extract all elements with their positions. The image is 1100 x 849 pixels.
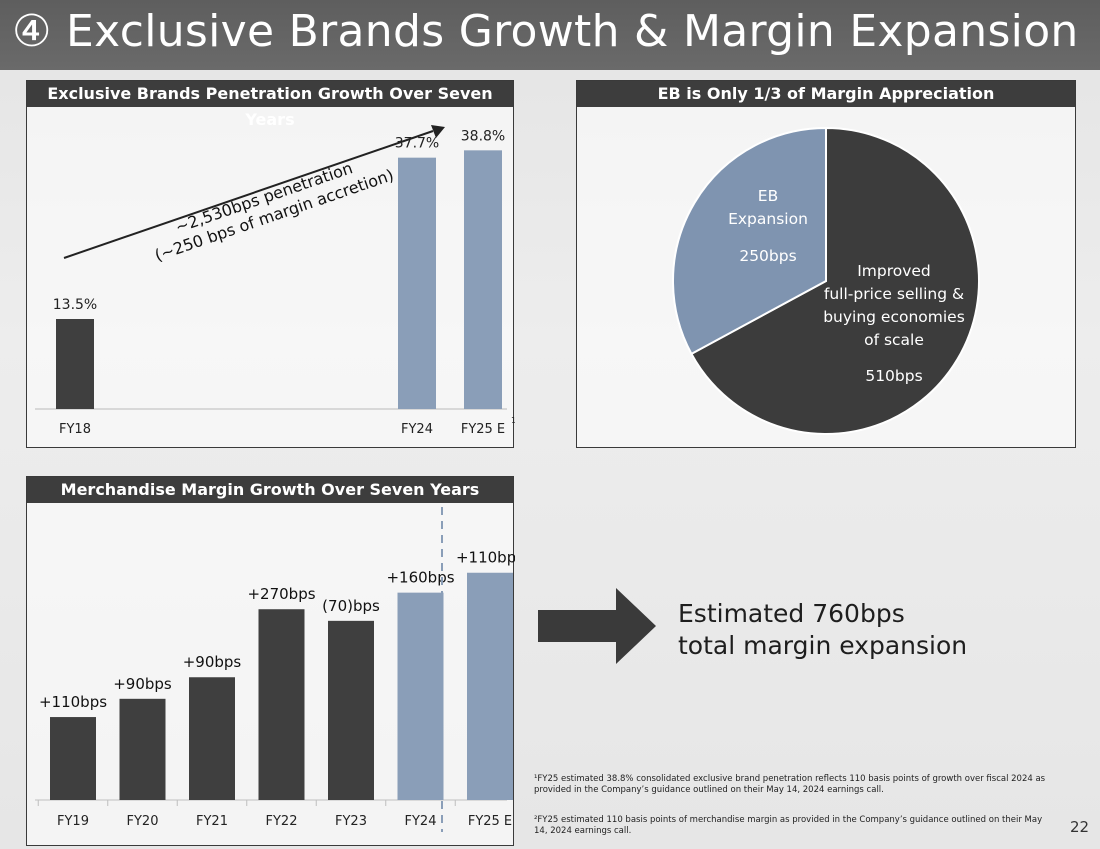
tick-label: FY18: [59, 422, 91, 437]
callout-line-2: total margin expansion: [678, 631, 968, 660]
data-label: 37.7%: [395, 136, 439, 152]
data-label: +110bps: [39, 693, 107, 711]
bar-FY18: [56, 319, 94, 409]
data-label: +160bps: [386, 569, 454, 587]
tick-label: FY24: [405, 814, 437, 829]
eb-penetration-header: Exclusive Brands Penetration Growth Over…: [27, 81, 513, 129]
footnote-1: ¹FY25 estimated 38.8% consolidated exclu…: [534, 774, 1046, 795]
slice-label: buying economies: [823, 308, 965, 326]
data-label: +110bps: [456, 549, 515, 567]
tick-label: FY25 E: [468, 814, 512, 829]
tick-label: FY24: [401, 422, 433, 437]
slice-value-label: 250bps: [739, 247, 796, 265]
merch-margin-panel: Merchandise Margin Growth Over Seven Yea…: [26, 476, 515, 846]
bar-FY24: [398, 157, 436, 409]
tick-label: FY21: [196, 814, 228, 829]
bar-FY20: [119, 698, 166, 800]
footnote-marker: 1: [511, 416, 515, 425]
trend-annotation: ~2,530bps penetration(~250 bps of margin…: [152, 158, 396, 265]
page-title: ④ Exclusive Brands Growth & Margin Expan…: [12, 6, 1079, 57]
margin-expansion-callout: Estimated 760bps total margin expansion: [678, 598, 967, 662]
data-label: 38.8%: [461, 128, 505, 144]
eb-penetration-panel: Exclusive Brands Penetration Growth Over…: [26, 80, 515, 448]
slice-label: Expansion: [728, 210, 808, 228]
slice-label: EB: [758, 187, 778, 205]
slice-value-label: 510bps: [865, 367, 922, 385]
margin-pie-panel: EB is Only 1/3 of Margin Appreciation Im…: [576, 80, 1076, 448]
bar-FY22: [258, 609, 305, 800]
bar-FY21: [189, 677, 235, 800]
slice-label: full-price selling &: [824, 285, 964, 303]
data-label: (70)bps: [322, 597, 380, 615]
bar-FY25 E: [464, 150, 502, 409]
pie-slice-2: [672, 126, 827, 356]
eb-penetration-chart: 13.5% FY18 37.7% FY24 38.8% FY25 E 1 ~2,530bps …: [35, 125, 515, 437]
bar-FY19: [50, 717, 96, 800]
callout-line-1: Estimated 760bps: [678, 599, 905, 628]
pie-slice-1: [690, 126, 980, 435]
bar-FY24: [397, 592, 444, 800]
slice-label: of scale: [864, 331, 924, 349]
margin-pie-header: EB is Only 1/3 of Margin Appreciation: [577, 81, 1075, 107]
data-label: +90bps: [183, 653, 242, 671]
data-label: +90bps: [113, 675, 172, 693]
bar-FY25 E: [467, 572, 513, 800]
trend-arrow-head: [431, 125, 445, 138]
tick-label: FY20: [127, 814, 159, 829]
tick-label: FY22: [266, 814, 298, 829]
footnote-2: ²FY25 estimated 110 basis points of merc…: [534, 815, 1043, 836]
merch-margin-header: Merchandise Margin Growth Over Seven Yea…: [27, 477, 513, 503]
tick-label: FY25 E: [461, 422, 505, 437]
bar-FY23: [328, 620, 374, 800]
slice-label: Improved: [857, 262, 931, 280]
title-bar: ④ Exclusive Brands Growth & Margin Expan…: [0, 0, 1100, 70]
trend-arrow-line: [63, 130, 434, 259]
data-label: +270bps: [247, 585, 315, 603]
margin-pie-chart: Improved full-price selling & buying econo…: [672, 126, 980, 435]
page-number: 22: [1070, 818, 1090, 836]
merch-margin-chart: +110bps FY19 +90bps FY20 +90bps FY21 +270bps FY…: [35, 507, 515, 832]
right-arrow-icon: [538, 588, 656, 669]
tick-label: FY19: [57, 814, 89, 829]
tick-label: FY23: [335, 814, 367, 829]
data-label: 13.5%: [53, 297, 97, 313]
